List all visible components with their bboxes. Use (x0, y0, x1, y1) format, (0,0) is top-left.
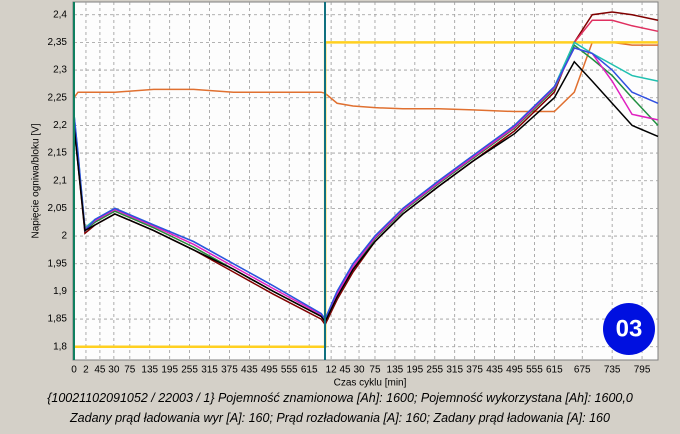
x-tick-label: 375 (221, 365, 238, 376)
x-tick-label: 45 (340, 365, 352, 376)
x-tick-label: 435 (241, 365, 258, 376)
x-tick-label: 45 (94, 365, 106, 376)
footer-line: {10021102091052 / 22003 / 1} Pojemność z… (47, 391, 633, 405)
y-tick-label: 2,15 (48, 148, 68, 159)
badge-circle (603, 303, 655, 355)
x-tick-label: 555 (281, 365, 298, 376)
x-tick-label: 315 (201, 365, 218, 376)
x-tick-label: 75 (369, 365, 381, 376)
y-tick-label: 1,8 (53, 341, 67, 352)
x-tick-label: 615 (546, 365, 563, 376)
x-tick-label: 495 (506, 365, 523, 376)
y-tick-label: 1,85 (48, 314, 68, 325)
y-tick-label: 1,9 (53, 286, 67, 297)
y-tick-label: 2 (61, 231, 67, 242)
x-tick-label: 555 (526, 365, 543, 376)
y-tick-label: 2,3 (53, 65, 67, 76)
x-tick-label: 12 (326, 365, 338, 376)
x-tick-label: 2 (83, 365, 89, 376)
x-tick-label: 135 (141, 365, 158, 376)
y-tick-label: 2,05 (48, 203, 68, 214)
y-tick-label: 2,4 (53, 9, 67, 20)
y-tick-label: 1,95 (48, 258, 68, 269)
x-tick-label: 75 (124, 365, 136, 376)
x-tick-label: 195 (161, 365, 178, 376)
badge: 03 (616, 315, 643, 342)
x-tick-label: 615 (301, 365, 318, 376)
x-tick-label: 30 (108, 365, 120, 376)
x-tick-label: 315 (446, 365, 463, 376)
x-tick-label: 735 (604, 365, 621, 376)
y-tick-label: 2,2 (53, 120, 67, 131)
x-tick-label: 0 (71, 365, 77, 376)
x-tick-label: 195 (406, 365, 423, 376)
x-tick-label: 795 (634, 365, 651, 376)
x-axis-title: Czas cyklu [min] (334, 378, 407, 389)
footer-line: Zadany prąd ładowania wyr [A]: 160; Prąd… (70, 411, 610, 425)
x-tick-label: 435 (486, 365, 503, 376)
x-tick-label: 30 (353, 365, 365, 376)
x-tick-label: 135 (387, 365, 404, 376)
x-tick-label: 375 (466, 365, 483, 376)
y-tick-label: 2,1 (53, 175, 67, 186)
x-tick-label: 255 (426, 365, 443, 376)
x-tick-label: 495 (261, 365, 278, 376)
x-tick-label: 675 (574, 365, 591, 376)
series-line (73, 60, 659, 324)
y-tick-label: 2,25 (48, 92, 68, 103)
series-line (73, 41, 658, 113)
y-axis-title: Napięcie ogniwa/bloku [V] (31, 123, 42, 238)
series-line (73, 47, 659, 321)
y-tick-label: 2,35 (48, 37, 68, 48)
x-tick-label: 255 (181, 365, 198, 376)
